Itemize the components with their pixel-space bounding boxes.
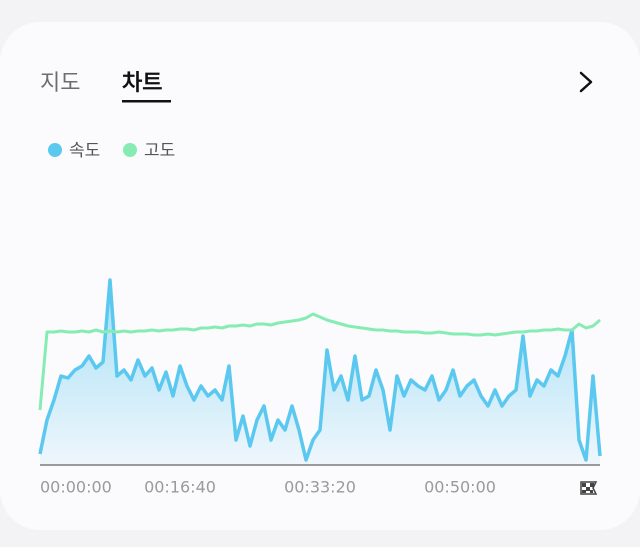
tab-chart[interactable]: 차트 (122, 71, 162, 96)
x-tick-label: 00:16:40 (144, 478, 216, 497)
legend-dot (48, 143, 62, 157)
x-tick-label: 00:33:20 (284, 478, 356, 497)
tab-map[interactable]: 지도 (40, 71, 80, 96)
legend: 속도 고도 (48, 141, 175, 161)
x-tick-label: 00:00:00 (40, 478, 112, 497)
x-tick-label: 00:50:00 (424, 478, 496, 497)
series-line (38, 312, 601, 411)
chevron[interactable] (579, 71, 593, 93)
legend-dot (123, 143, 137, 157)
legend-label: 속도 (69, 141, 100, 161)
tab-underline (122, 100, 171, 103)
finish-flag (580, 481, 598, 495)
legend-label: 고도 (144, 141, 175, 161)
series-line (38, 278, 602, 462)
speed-area (40, 280, 600, 464)
plot: 00:00:00 00:16:40 00:33:20 00:50:00 (38, 278, 602, 497)
